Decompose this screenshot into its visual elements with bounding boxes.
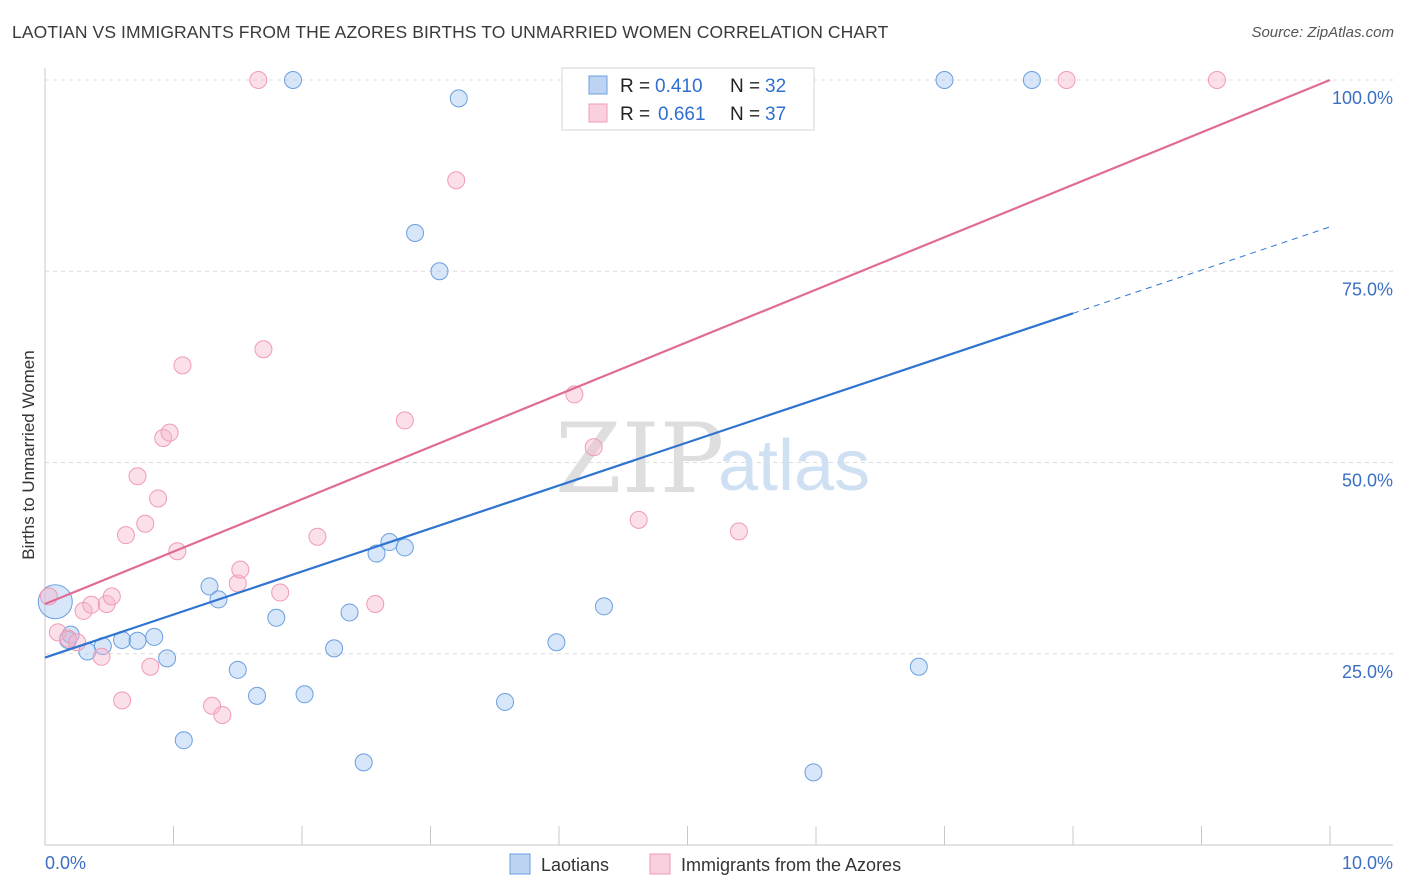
stats-legend-n-value-1: 37 bbox=[765, 104, 786, 125]
laotians-point-6 bbox=[128, 631, 147, 650]
laotians-point-27 bbox=[594, 597, 613, 616]
stats-legend-r-value-0: 0.410 bbox=[655, 76, 703, 97]
azores-point-32 bbox=[729, 522, 748, 541]
laotians-point-25 bbox=[496, 692, 515, 711]
laotians-point-31 bbox=[935, 71, 954, 89]
y-tick-labels: 25.0% 50.0% 75.0% 100.0% bbox=[1332, 88, 1393, 682]
laotians-point-30 bbox=[284, 71, 303, 89]
azores-point-12 bbox=[136, 514, 155, 533]
laotians-point-32 bbox=[1022, 71, 1041, 89]
azores-point-26 bbox=[366, 595, 385, 614]
series-legend-swatch-azores bbox=[649, 853, 671, 875]
azores-point-11 bbox=[128, 467, 147, 486]
x-tick-labels: 0.0% 10.0% bbox=[45, 853, 1393, 873]
x-tick-label-min: 0.0% bbox=[45, 853, 86, 873]
stats-legend-swatch-azores bbox=[588, 103, 608, 123]
laotians-point-10 bbox=[200, 577, 219, 596]
laotians-point-28 bbox=[804, 763, 823, 782]
y-tick-label-100: 100.0% bbox=[1332, 88, 1393, 108]
laotians-point-16 bbox=[325, 639, 344, 658]
azores-point-13 bbox=[141, 657, 160, 676]
laotians-point-13 bbox=[248, 686, 267, 705]
data-points bbox=[37, 71, 1226, 782]
azores-point-33 bbox=[249, 71, 268, 89]
azores-point-27 bbox=[395, 411, 414, 430]
laotians-point-26 bbox=[547, 633, 566, 652]
laotians-point-22 bbox=[406, 224, 425, 242]
azores-point-24 bbox=[271, 583, 290, 602]
azores-point-22 bbox=[231, 560, 250, 579]
laotians-point-9 bbox=[174, 731, 193, 750]
laotians-point-7 bbox=[145, 627, 164, 646]
stats-legend-swatch-laotians bbox=[588, 75, 608, 95]
azores-point-1 bbox=[48, 623, 67, 642]
series-legend: Laotians Immigrants from the Azores bbox=[509, 853, 901, 875]
azores-point-14 bbox=[149, 489, 168, 508]
y-tick-label-25: 25.0% bbox=[1342, 662, 1393, 682]
y-tick-label-75: 75.0% bbox=[1342, 279, 1393, 299]
laotians-point-18 bbox=[354, 753, 373, 772]
laotians-point-23 bbox=[430, 262, 449, 281]
laotians-point-21 bbox=[395, 538, 414, 557]
stats-legend-r-label-0: R = bbox=[620, 76, 650, 97]
trend-lines bbox=[44, 78, 1331, 659]
azores-point-20 bbox=[213, 705, 232, 724]
series-legend-swatch-laotians bbox=[509, 853, 531, 875]
y-tick-label-50: 50.0% bbox=[1342, 471, 1393, 491]
azores-point-9 bbox=[113, 691, 132, 710]
x-tick-label-max: 10.0% bbox=[1342, 853, 1393, 873]
laotians-point-15 bbox=[295, 685, 314, 704]
laotians-point-8 bbox=[158, 649, 177, 668]
laotians-trend-line bbox=[44, 312, 1074, 659]
stats-legend: R = 0.410 N = 32 R = 0.661 N = 37 bbox=[561, 67, 815, 131]
azores-point-31 bbox=[629, 510, 648, 529]
series-legend-label-laotians: Laotians bbox=[541, 855, 609, 875]
azores-point-23 bbox=[254, 340, 273, 359]
laotians-point-12 bbox=[228, 660, 247, 679]
laotians-point-24 bbox=[449, 89, 468, 108]
azores-point-30 bbox=[584, 438, 603, 457]
azores-point-2 bbox=[59, 629, 78, 648]
laotians-trend-extension bbox=[1072, 226, 1331, 314]
source-label: Source: ZipAtlas.com bbox=[1251, 24, 1394, 41]
azores-point-35 bbox=[1207, 71, 1226, 89]
azores-trend-line bbox=[44, 78, 1331, 606]
chart-title: LAOTIAN VS IMMIGRANTS FROM THE AZORES BI… bbox=[12, 22, 889, 42]
azores-point-16 bbox=[160, 423, 179, 442]
azores-point-34 bbox=[1057, 71, 1076, 89]
azores-point-8 bbox=[102, 587, 121, 606]
laotians-point-19 bbox=[367, 544, 386, 563]
laotians-point-29 bbox=[909, 657, 928, 676]
azores-point-5 bbox=[82, 595, 101, 614]
stats-legend-r-value-1: 0.661 bbox=[658, 104, 706, 125]
stats-legend-n-value-0: 32 bbox=[765, 76, 786, 97]
azores-point-6 bbox=[92, 647, 111, 666]
series-legend-label-azores: Immigrants from the Azores bbox=[681, 855, 901, 875]
azores-point-10 bbox=[116, 526, 135, 545]
grid-lines bbox=[45, 79, 1393, 655]
stats-legend-n-label-0: N = bbox=[730, 76, 760, 97]
azores-point-25 bbox=[308, 527, 327, 546]
stats-legend-r-label-1: R = bbox=[620, 104, 650, 125]
laotians-point-14 bbox=[267, 608, 286, 627]
azores-point-28 bbox=[447, 171, 466, 190]
y-axis-label: Births to Unmarried Women bbox=[19, 350, 38, 559]
azores-point-19 bbox=[203, 696, 222, 715]
stats-legend-box bbox=[561, 67, 815, 131]
azores-point-18 bbox=[173, 356, 192, 375]
laotians-point-17 bbox=[340, 603, 359, 622]
watermark: ZIP atlas bbox=[555, 403, 870, 515]
stats-legend-n-label-1: N = bbox=[730, 104, 760, 125]
axes bbox=[44, 68, 1393, 846]
azores-point-17 bbox=[168, 542, 187, 561]
watermark-atlas: atlas bbox=[718, 426, 870, 506]
